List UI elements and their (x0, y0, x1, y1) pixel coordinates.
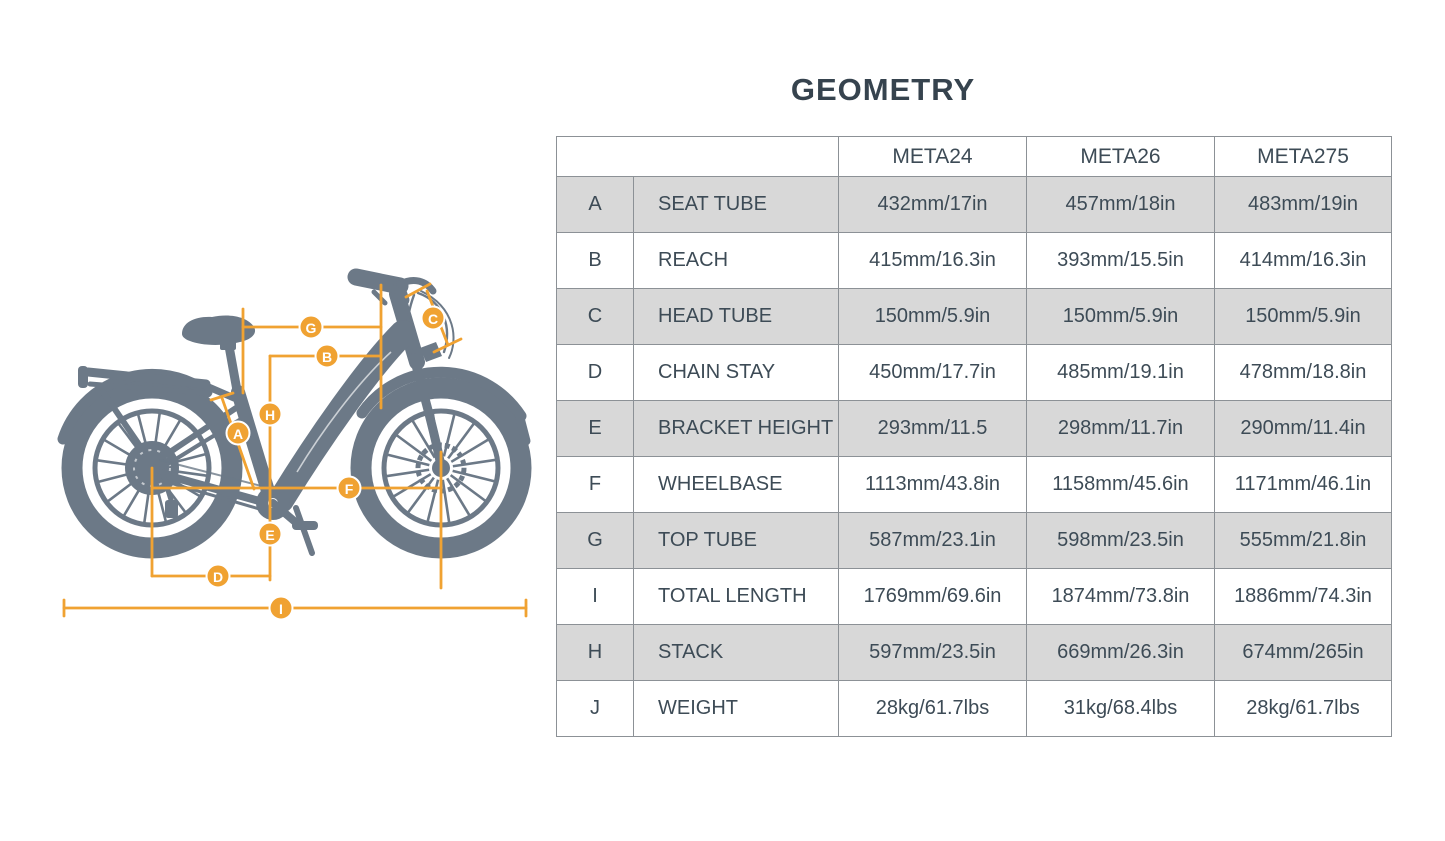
table-row: G TOP TUBE 587mm/23.1in 598mm/23.5in 555… (556, 512, 1392, 569)
cell-value: 1113mm/43.8in (838, 456, 1027, 513)
marker-h: H (257, 401, 283, 427)
row-letter: C (556, 288, 634, 345)
svg-text:F: F (345, 481, 354, 497)
header-empty-cell (556, 136, 839, 177)
cell-value: 598mm/23.5in (1026, 512, 1215, 569)
svg-text:A: A (233, 426, 243, 442)
cell-value: 28kg/61.7lbs (838, 680, 1027, 737)
cell-value: 150mm/5.9in (1026, 288, 1215, 345)
row-label: REACH (633, 232, 839, 289)
row-label: WHEELBASE (633, 456, 839, 513)
row-label: HEAD TUBE (633, 288, 839, 345)
cell-value: 393mm/15.5in (1026, 232, 1215, 289)
row-letter: B (556, 232, 634, 289)
table-row: D CHAIN STAY 450mm/17.7in 485mm/19.1in 4… (556, 344, 1392, 401)
bike-illustration: A B C D E (57, 268, 532, 621)
cell-value: 298mm/11.7in (1026, 400, 1215, 457)
cell-value: 31kg/68.4lbs (1026, 680, 1215, 737)
column-header-meta275: META275 (1214, 136, 1392, 177)
cell-value: 478mm/18.8in (1214, 344, 1392, 401)
row-label: TOP TUBE (633, 512, 839, 569)
cell-value: 432mm/17in (838, 176, 1027, 233)
cell-value: 28kg/61.7lbs (1214, 680, 1392, 737)
table-row: A SEAT TUBE 432mm/17in 457mm/18in 483mm/… (556, 176, 1392, 233)
column-header-meta24: META24 (838, 136, 1027, 177)
svg-text:I: I (279, 601, 283, 617)
cell-value: 1769mm/69.6in (838, 568, 1027, 625)
cell-value: 1171mm/46.1in (1214, 456, 1392, 513)
marker-g: G (298, 314, 324, 340)
marker-f: F (336, 475, 362, 501)
cell-value: 555mm/21.8in (1214, 512, 1392, 569)
svg-text:D: D (213, 569, 223, 585)
table-row: B REACH 415mm/16.3in 393mm/15.5in 414mm/… (556, 232, 1392, 289)
row-label: CHAIN STAY (633, 344, 839, 401)
cell-value: 587mm/23.1in (838, 512, 1027, 569)
cell-value: 485mm/19.1in (1026, 344, 1215, 401)
row-letter: E (556, 400, 634, 457)
cell-value: 450mm/17.7in (838, 344, 1027, 401)
svg-text:E: E (265, 527, 274, 543)
marker-b: B (314, 343, 340, 369)
table-row: F WHEELBASE 1113mm/43.8in 1158mm/45.6in … (556, 456, 1392, 513)
dimension-markers: A B C D E (205, 305, 446, 621)
column-header-meta26: META26 (1026, 136, 1215, 177)
row-label: BRACKET HEIGHT (633, 400, 839, 457)
table-row: C HEAD TUBE 150mm/5.9in 150mm/5.9in 150m… (556, 288, 1392, 345)
page-title: GEOMETRY (790, 72, 976, 107)
table-row: E BRACKET HEIGHT 293mm/11.5 298mm/11.7in… (556, 400, 1392, 457)
marker-i: I (268, 595, 294, 621)
cell-value: 457mm/18in (1026, 176, 1215, 233)
cell-value: 597mm/23.5in (838, 624, 1027, 681)
row-letter: I (556, 568, 634, 625)
geometry-table: META24 META26 META275 A SEAT TUBE 432mm/… (556, 136, 1392, 737)
marker-d: D (205, 563, 231, 589)
table-row: I TOTAL LENGTH 1769mm/69.6in 1874mm/73.8… (556, 568, 1392, 625)
cell-value: 414mm/16.3in (1214, 232, 1392, 289)
cell-value: 1158mm/45.6in (1026, 456, 1215, 513)
table-row: J WEIGHT 28kg/61.7lbs 31kg/68.4lbs 28kg/… (556, 680, 1392, 737)
marker-a: A (225, 420, 251, 446)
bike-frame (57, 268, 531, 556)
row-label: SEAT TUBE (633, 176, 839, 233)
svg-text:B: B (322, 349, 332, 365)
row-label: WEIGHT (633, 680, 839, 737)
cell-value: 674mm/265in (1214, 624, 1392, 681)
bike-geometry-diagram: A B C D E (40, 250, 556, 642)
row-letter: G (556, 512, 634, 569)
marker-e: E (257, 521, 283, 547)
cell-value: 150mm/5.9in (838, 288, 1027, 345)
row-letter: H (556, 624, 634, 681)
cell-value: 415mm/16.3in (838, 232, 1027, 289)
row-letter: D (556, 344, 634, 401)
cell-value: 1874mm/73.8in (1026, 568, 1215, 625)
cell-value: 150mm/5.9in (1214, 288, 1392, 345)
cell-value: 483mm/19in (1214, 176, 1392, 233)
cell-value: 290mm/11.4in (1214, 400, 1392, 457)
row-label: STACK (633, 624, 839, 681)
cell-value: 293mm/11.5 (838, 400, 1027, 457)
marker-c: C (420, 305, 446, 331)
svg-text:H: H (265, 407, 275, 423)
svg-text:C: C (428, 311, 438, 327)
row-letter: A (556, 176, 634, 233)
svg-text:G: G (306, 320, 317, 336)
table-row: H STACK 597mm/23.5in 669mm/26.3in 674mm/… (556, 624, 1392, 681)
cell-value: 1886mm/74.3in (1214, 568, 1392, 625)
row-letter: J (556, 680, 634, 737)
table-header-row: META24 META26 META275 (556, 136, 1392, 177)
row-label: TOTAL LENGTH (633, 568, 839, 625)
row-letter: F (556, 456, 634, 513)
cell-value: 669mm/26.3in (1026, 624, 1215, 681)
dimension-lines (62, 282, 528, 618)
